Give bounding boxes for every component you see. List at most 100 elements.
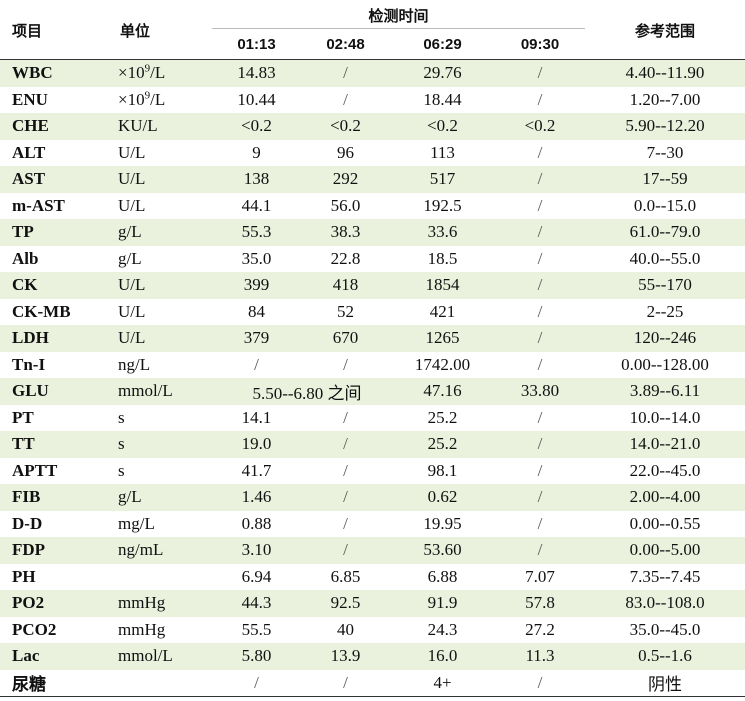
row-value: / (495, 431, 586, 458)
row-item: PO2 (0, 590, 108, 617)
table-row: LDH U/L 379 670 1265/120--246 (0, 325, 745, 352)
row-item: CHE (0, 113, 108, 140)
row-unit: ×109/L (108, 59, 212, 87)
table-row: WBC ×109/L 14.83/29.76/4.40--11.90 (0, 59, 745, 87)
row-reference: 120--246 (585, 325, 745, 352)
row-unit: g/L (108, 484, 212, 511)
row-value: 1742.00 (414, 354, 471, 374)
row-reference: 0.5--1.6 (585, 643, 745, 670)
row-reference: 0.00--128.00 (621, 354, 709, 374)
row-item: CK (0, 272, 108, 299)
table-row: CHE KU/L <0.2 <0.2 <0.2 <0.2 5.90--12.20 (0, 113, 745, 140)
row-item: D-D (12, 513, 43, 533)
unit-exponent: 9 (144, 89, 151, 102)
row-value: 57.8 (495, 590, 586, 617)
row-unit: ng/L (118, 354, 151, 374)
row-value: 41.7 (241, 460, 272, 480)
row-value: 192.5 (423, 195, 462, 215)
table-row: TT s 19.0/25.2/14.0--21.0 (0, 431, 745, 458)
table-row: m-AST U/L 44.1 56.0 192.5 / 0.0--15.0 (0, 193, 745, 220)
row-reference: 35.0--45.0 (629, 619, 701, 639)
row-value: 14.1 (241, 407, 272, 427)
unit-suffix: /L (150, 63, 166, 83)
row-value: 96 (337, 142, 354, 162)
row-value: 670 (301, 325, 390, 352)
row-value: 98.1 (427, 460, 458, 480)
row-unit: g/L (108, 219, 212, 246)
row-reference: 61.0--79.0 (585, 219, 745, 246)
row-reference: 7--30 (646, 142, 684, 162)
row-item: AST (0, 166, 108, 193)
row-unit: mg/L (118, 513, 155, 533)
row-value: / (495, 219, 586, 246)
row-value: / (301, 431, 390, 458)
row-reference: 2.00--4.00 (585, 484, 745, 511)
row-reference: 4.40--11.90 (585, 59, 745, 87)
row-value: / (537, 460, 543, 480)
row-item: WBC (0, 59, 108, 87)
row-value: 55.5 (241, 619, 272, 639)
row-value: / (343, 354, 348, 374)
row-value: 25.2 (390, 431, 495, 458)
table-row: FDP ng/mL 3.10/53.60/0.00--5.00 (0, 537, 745, 564)
row-reference: 40.0--55.0 (629, 248, 701, 268)
row-value: 38.3 (301, 219, 390, 246)
row-unit: g/L (118, 248, 142, 268)
row-value: / (301, 484, 390, 511)
row-unit: s (108, 431, 212, 458)
row-unit: mmHg (108, 590, 212, 617)
row-reference: 0.00--0.55 (629, 513, 701, 533)
table-row: PO2 mmHg 44.3 92.5 91.9 57.8 83.0--108.0 (0, 590, 745, 617)
row-item: TP (0, 219, 108, 246)
row-unit: mmol/L (108, 378, 212, 405)
row-value: 6.94 (241, 566, 272, 586)
row-value: / (537, 195, 543, 215)
row-value: 1265 (390, 325, 495, 352)
row-value: 4+ (390, 669, 495, 697)
row-value: / (212, 669, 301, 697)
row-reference: 22.0--45.0 (629, 460, 701, 480)
table-row: TP g/L 55.3 38.3 33.6/61.0--79.0 (0, 219, 745, 246)
row-value: 1854 (390, 272, 495, 299)
row-value: / (495, 669, 586, 697)
row-unit: mmHg (118, 619, 166, 639)
table-row: ALT U/L 9 96 113 / 7--30 (0, 140, 745, 167)
unit-suffix: /L (150, 89, 166, 109)
row-value: 91.9 (390, 590, 495, 617)
row-reference: 55--170 (585, 272, 745, 299)
row-value: / (537, 513, 543, 533)
table-row: Tn-I ng/L / / 1742.00 / 0.00--128.00 (0, 352, 745, 379)
table-row: 尿糖 //4+ / 阴性 (0, 669, 745, 697)
row-value: 84 (248, 301, 265, 321)
row-value: 44.1 (241, 195, 272, 215)
row-unit: U/L (108, 272, 212, 299)
row-value: 0.88 (241, 513, 272, 533)
unit-base: ×10 (118, 63, 145, 83)
row-reference: 10.0--14.0 (629, 407, 701, 427)
row-value: / (343, 89, 348, 109)
row-item: ALT (12, 142, 46, 162)
row-reference: 3.89--6.11 (585, 378, 745, 405)
table-row: PH 6.94 6.85 6.88 7.07 7.35--7.45 (0, 564, 745, 591)
row-value: 18.5 (427, 248, 458, 268)
row-item: Tn-I (12, 354, 46, 374)
row-item: CK-MB (12, 301, 71, 321)
row-item: PH (12, 566, 36, 586)
header-time: 09:30 (495, 28, 586, 60)
row-reference: 83.0--108.0 (585, 590, 745, 617)
table-row: AST U/L 138 292 517/17--59 (0, 166, 745, 193)
row-item: 尿糖 (0, 669, 108, 697)
row-value: 40 (337, 619, 354, 639)
row-value: 418 (301, 272, 390, 299)
row-value: 25.2 (427, 407, 458, 427)
row-unit: s (118, 460, 125, 480)
header-reference: 参考范围 (585, 2, 745, 60)
row-value: / (495, 325, 586, 352)
row-value: 92.5 (301, 590, 390, 617)
row-value: 0.62 (390, 484, 495, 511)
row-value: <0.2 (495, 113, 586, 140)
row-unit (108, 669, 212, 697)
table-row: Lac mmol/L 5.80 13.9 16.0 11.3 0.5--1.6 (0, 643, 745, 670)
row-value: 138 (212, 166, 301, 193)
row-value: 47.16 (390, 378, 495, 405)
